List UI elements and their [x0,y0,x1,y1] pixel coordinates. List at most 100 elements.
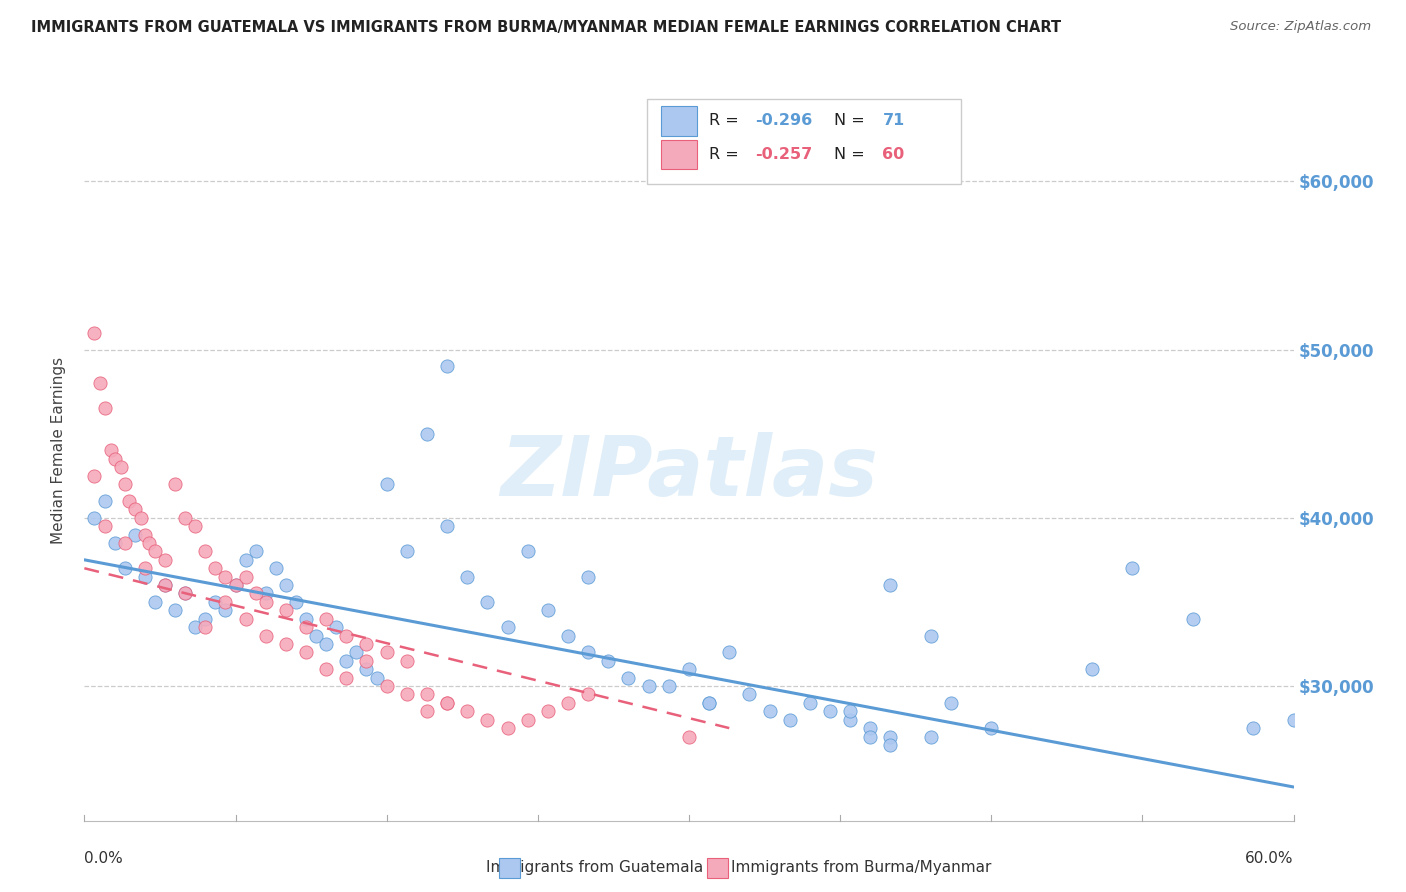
Point [939,696,962,710]
Point [225,578,247,592]
Point [235,569,257,583]
Point [456,704,478,718]
Point [496,620,519,634]
Point [254,595,277,609]
Point [537,704,560,718]
Text: 0.0%: 0.0% [84,851,124,866]
Point [165,603,187,617]
Point [818,704,841,718]
Text: Immigrants from Guatemala: Immigrants from Guatemala [485,860,703,874]
Point [184,519,207,533]
Point [839,704,862,718]
Point [395,654,418,668]
Point [225,578,247,592]
Point [325,620,347,634]
Point [104,536,127,550]
Point [104,451,127,466]
Point [100,443,122,458]
Point [93,494,115,508]
Point [143,595,166,609]
Point [879,738,901,752]
Point [758,704,780,718]
Point [83,468,105,483]
FancyBboxPatch shape [661,139,697,169]
Text: 71: 71 [883,113,904,128]
Point [114,536,136,550]
Point [134,527,156,541]
Point [779,713,801,727]
Point [129,510,152,524]
Point [598,654,620,668]
Point [143,544,166,558]
Point [235,553,257,567]
Point [576,569,599,583]
FancyBboxPatch shape [647,99,962,184]
Point [436,696,458,710]
Point [516,544,538,558]
Text: N =: N = [834,147,870,161]
Point [315,637,337,651]
Point [375,679,398,693]
Point [637,679,659,693]
Point [557,628,579,642]
Point [138,536,160,550]
Point [1081,662,1104,676]
Point [264,561,287,575]
Point [194,620,217,634]
Point [83,326,105,340]
Point [576,645,599,659]
Point [477,595,499,609]
Point [110,460,132,475]
Point [799,696,821,710]
Point [356,654,378,668]
Text: N =: N = [834,113,870,128]
Point [194,612,217,626]
Text: -0.257: -0.257 [755,147,813,161]
Point [1282,713,1305,727]
Point [114,477,136,491]
Point [114,561,136,575]
Point [920,628,942,642]
Point [839,713,862,727]
Point [516,713,538,727]
Point [436,519,458,533]
Point [274,637,297,651]
Point [678,730,700,744]
Point [174,586,197,600]
Point [477,713,499,727]
FancyBboxPatch shape [661,106,697,136]
Point [254,628,277,642]
Text: 60.0%: 60.0% [1246,851,1294,866]
Point [214,569,236,583]
Text: 60: 60 [883,147,904,161]
Point [395,544,418,558]
Point [335,628,357,642]
Point [295,645,318,659]
Point [617,671,640,685]
Point [436,359,458,374]
Point [859,730,882,744]
Point [254,586,277,600]
Point [274,603,297,617]
Point [285,595,308,609]
Point [416,704,439,718]
Text: R =: R = [710,113,744,128]
Text: IMMIGRANTS FROM GUATEMALA VS IMMIGRANTS FROM BURMA/MYANMAR MEDIAN FEMALE EARNING: IMMIGRANTS FROM GUATEMALA VS IMMIGRANTS … [31,20,1062,35]
Point [1121,561,1143,575]
Point [346,645,368,659]
Text: Immigrants from Burma/Myanmar: Immigrants from Burma/Myanmar [731,860,991,874]
Point [697,696,720,710]
Point [395,688,418,702]
Point [118,494,141,508]
Point [658,679,681,693]
Point [1241,721,1264,735]
Point [718,645,741,659]
Point [124,527,146,541]
Text: Source: ZipAtlas.com: Source: ZipAtlas.com [1230,20,1371,33]
Y-axis label: Median Female Earnings: Median Female Earnings [51,357,66,544]
Point [134,561,156,575]
Point [194,544,217,558]
Point [375,477,398,491]
Point [315,662,337,676]
Point [305,628,328,642]
